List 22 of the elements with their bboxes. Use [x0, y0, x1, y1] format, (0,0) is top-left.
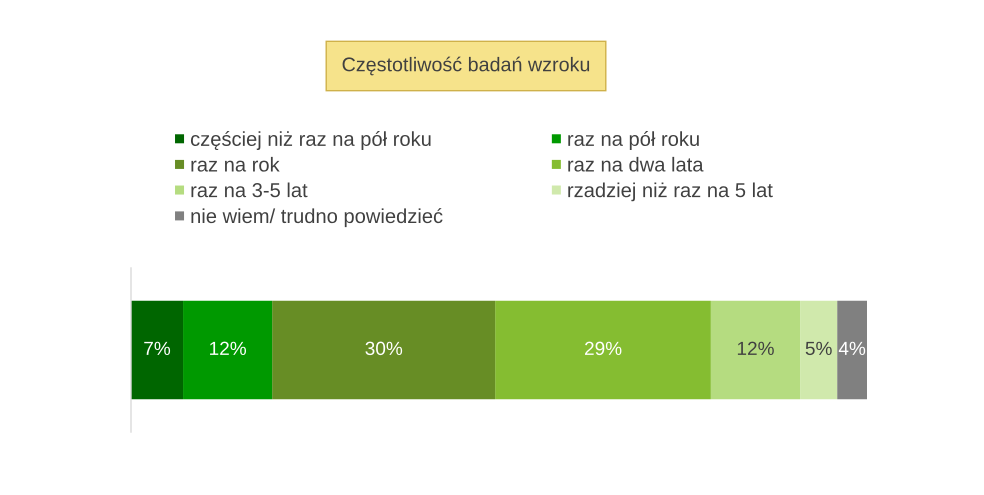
legend-label: raz na rok	[191, 156, 280, 172]
legend-label: raz na 3-5 lat	[191, 182, 308, 198]
bar	[710, 300, 800, 400]
bar	[272, 300, 496, 400]
legend-label: raz na dwa lata	[568, 156, 704, 172]
data-label: 29%	[584, 342, 622, 356]
data-label: 12%	[210, 342, 246, 356]
data-label: 7%	[144, 342, 170, 356]
legend-label: nie wiem/ trudno powiedzieć	[191, 208, 443, 228]
bar	[183, 300, 272, 400]
bar	[800, 300, 838, 400]
bar	[837, 300, 867, 400]
data-label: 30%	[365, 342, 402, 356]
legend-label: częściej niż raz na pół roku	[190, 131, 431, 150]
bar	[131, 300, 184, 400]
legend-label: rzadziej niż raz na 5 lat	[568, 182, 773, 202]
chart-title: Częstotliwość badań wzroku	[342, 56, 590, 76]
data-label: 4%	[838, 342, 866, 356]
bar	[495, 300, 711, 400]
data-label: 12%	[738, 342, 774, 356]
legend-label: raz na pół roku	[568, 131, 699, 150]
data-label: 5%	[806, 342, 832, 356]
